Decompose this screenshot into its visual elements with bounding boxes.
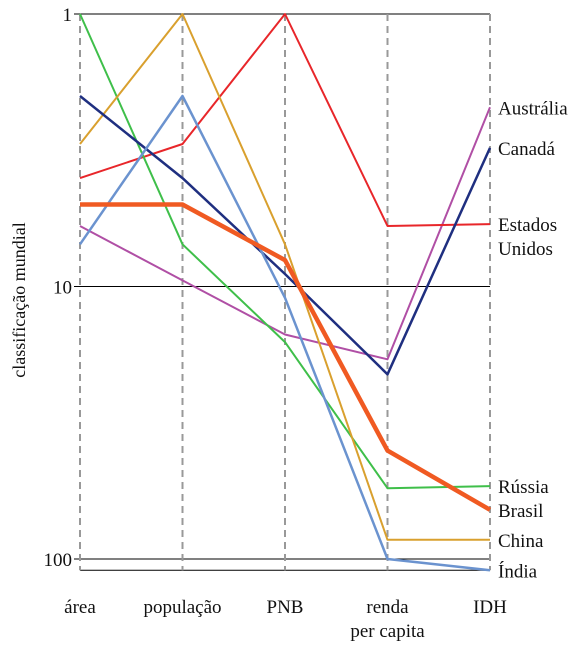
x-category-label: população <box>143 597 221 618</box>
series-line-estados-unidos <box>79 13 491 227</box>
series-label: Canadá <box>498 139 556 160</box>
x-category-label: renda <box>366 597 409 618</box>
y-tick-label: 10 <box>53 278 72 299</box>
x-category-label: área <box>64 597 96 618</box>
series-label: Índia <box>498 560 538 582</box>
series-line-índia <box>78 94 491 572</box>
series-label: Unidos <box>498 239 553 260</box>
series-line-austrália <box>79 106 491 361</box>
series-label: Rússia <box>498 477 549 498</box>
series-label: Austrália <box>498 98 568 119</box>
series-label: Estados <box>498 215 557 236</box>
y-tick-label: 100 <box>44 550 73 571</box>
series-layer <box>78 13 492 572</box>
x-category-label: PNB <box>267 597 304 618</box>
series-line-china <box>79 13 490 541</box>
x-category-label: per capita <box>350 621 425 642</box>
grid-layer: 1 10 100 área população PNB renda per capita IDH <box>44 5 508 642</box>
labels-layer: Austrália Canadá Estados Unidos Rússia Brasil… <box>498 98 568 582</box>
y-axis-label: classificação mundial <box>9 222 29 377</box>
series-label: China <box>498 531 544 552</box>
x-category-label: IDH <box>473 597 507 618</box>
series-line-brasil <box>80 202 492 512</box>
series-line-canadá <box>79 95 492 376</box>
y-tick-label: 1 <box>63 5 73 26</box>
series-line-rússia <box>79 13 491 490</box>
series-label: Brasil <box>498 501 543 522</box>
